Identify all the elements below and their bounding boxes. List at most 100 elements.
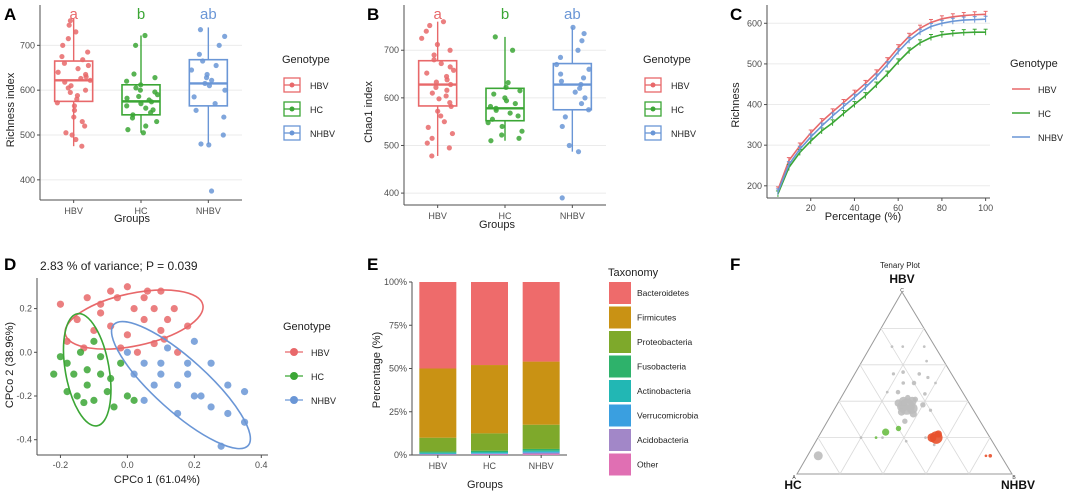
d-legend-label: HBV bbox=[311, 348, 330, 358]
d-legend-label: NHBV bbox=[311, 396, 336, 406]
a-xtick-label: HC bbox=[135, 206, 148, 216]
f-point bbox=[901, 345, 905, 348]
a-legend-key-dot bbox=[289, 130, 295, 136]
e-legend-label: Firmicutes bbox=[637, 313, 676, 323]
b-point bbox=[424, 140, 430, 146]
d-point-hc bbox=[56, 353, 65, 361]
a-point bbox=[198, 141, 204, 147]
a-point bbox=[87, 77, 93, 83]
f-point bbox=[813, 451, 823, 461]
d-point-nhbv bbox=[207, 403, 215, 411]
b-point bbox=[558, 78, 565, 84]
b-letter: a bbox=[433, 6, 442, 23]
f-gridline bbox=[968, 437, 991, 475]
c-legend-title: Genotype bbox=[1010, 58, 1058, 70]
b-ytick-label: 700 bbox=[384, 45, 399, 55]
a-letter: ab bbox=[200, 6, 217, 23]
d-point-hbv bbox=[140, 294, 148, 302]
a-point bbox=[208, 188, 215, 194]
d-point-hc bbox=[73, 392, 81, 400]
a-legend-key-dot bbox=[289, 106, 295, 112]
a-xlabel: Groups bbox=[114, 213, 151, 225]
b-point bbox=[493, 105, 499, 111]
b-point bbox=[586, 107, 592, 113]
b-point bbox=[553, 61, 560, 68]
e-bar-segment-proteobacteria bbox=[419, 437, 457, 452]
a-point bbox=[71, 103, 78, 109]
e-ylabel: Percentage (%) bbox=[371, 332, 383, 408]
d-point-hc bbox=[110, 403, 118, 411]
a-point bbox=[73, 29, 79, 35]
f-point bbox=[917, 372, 922, 376]
d-point-hc bbox=[90, 396, 98, 404]
c-ytick-label: 300 bbox=[747, 140, 762, 150]
e-bar-segment-acidobacteria bbox=[419, 454, 457, 455]
d-xlabel: CPCo 1 (61.04%) bbox=[114, 474, 200, 486]
d-point-hbv bbox=[123, 283, 131, 291]
b-point bbox=[425, 124, 431, 130]
e-bar-segment-bacteroidetes bbox=[471, 282, 508, 366]
b-point bbox=[502, 95, 508, 101]
f-point bbox=[901, 381, 906, 385]
b-xtick-label: HC bbox=[499, 211, 512, 221]
e-bar-segment-verrucomicrobia bbox=[471, 453, 508, 454]
b-point bbox=[438, 60, 444, 67]
b-point bbox=[491, 91, 497, 97]
f-point bbox=[885, 390, 889, 394]
d-point-hc bbox=[123, 392, 131, 400]
e-ytick-label: 25% bbox=[389, 407, 407, 417]
b-ytick-label: 600 bbox=[384, 93, 399, 103]
d-point-nhbv bbox=[197, 392, 205, 400]
f-point bbox=[897, 408, 906, 416]
e-bar-segment-firmicutes bbox=[522, 361, 560, 425]
panel-f: F Tenary Plot HBV HC NHBV C A B bbox=[730, 255, 1035, 491]
a-point bbox=[150, 107, 156, 113]
c-xtick-label: 40 bbox=[849, 203, 859, 213]
a-point bbox=[202, 80, 208, 87]
e-xtick-label: NHBV bbox=[529, 461, 554, 471]
d-point-nhbv bbox=[207, 359, 215, 367]
c-xtick-label: 60 bbox=[893, 203, 903, 213]
b-point bbox=[559, 123, 565, 130]
b-point bbox=[429, 153, 435, 159]
e-bar-segment-firmicutes bbox=[419, 368, 457, 438]
f-point bbox=[925, 359, 928, 363]
d-ytick-label: 0.2 bbox=[19, 304, 32, 314]
b-ylabel: Chao1 index bbox=[363, 81, 375, 143]
f-point bbox=[927, 433, 937, 443]
d-ellipse-hc bbox=[62, 312, 112, 427]
panel-d: D 2.83 % of variance; P = 0.039 -0.2 0.0 0… bbox=[4, 255, 336, 486]
f-point bbox=[934, 430, 942, 438]
c-series-hbv bbox=[777, 13, 986, 191]
d-point-hc bbox=[90, 337, 98, 345]
b-point bbox=[443, 73, 450, 80]
d-point-nhbv bbox=[224, 381, 232, 389]
d-xtick-label: -0.2 bbox=[53, 460, 69, 470]
d-legend-key-dot bbox=[290, 372, 298, 380]
d-point-hc bbox=[97, 353, 105, 361]
b-point bbox=[570, 24, 576, 30]
b-point bbox=[450, 67, 457, 73]
b-legend-label: HC bbox=[671, 105, 684, 115]
d-point-hc bbox=[83, 366, 91, 374]
b-point bbox=[447, 100, 453, 106]
a-point bbox=[63, 130, 69, 136]
e-legend-key bbox=[609, 380, 631, 402]
f-gridline bbox=[817, 437, 841, 475]
f-point bbox=[928, 408, 933, 412]
a-point bbox=[125, 127, 131, 133]
c-ytick-label: 500 bbox=[747, 59, 762, 69]
e-legend-label: Other bbox=[637, 460, 658, 470]
a-point bbox=[82, 123, 88, 129]
b-point bbox=[580, 75, 587, 81]
a-point bbox=[137, 87, 143, 93]
a-point bbox=[55, 69, 61, 75]
e-legend-key bbox=[609, 429, 631, 451]
b-point bbox=[443, 93, 449, 99]
d-ytick-label: 0.0 bbox=[19, 347, 32, 357]
e-bar-segment-verrucomicrobia bbox=[419, 453, 457, 455]
f-point bbox=[905, 394, 911, 401]
d-plot-area bbox=[37, 278, 268, 455]
a-point bbox=[146, 97, 152, 103]
b-point bbox=[427, 22, 433, 29]
